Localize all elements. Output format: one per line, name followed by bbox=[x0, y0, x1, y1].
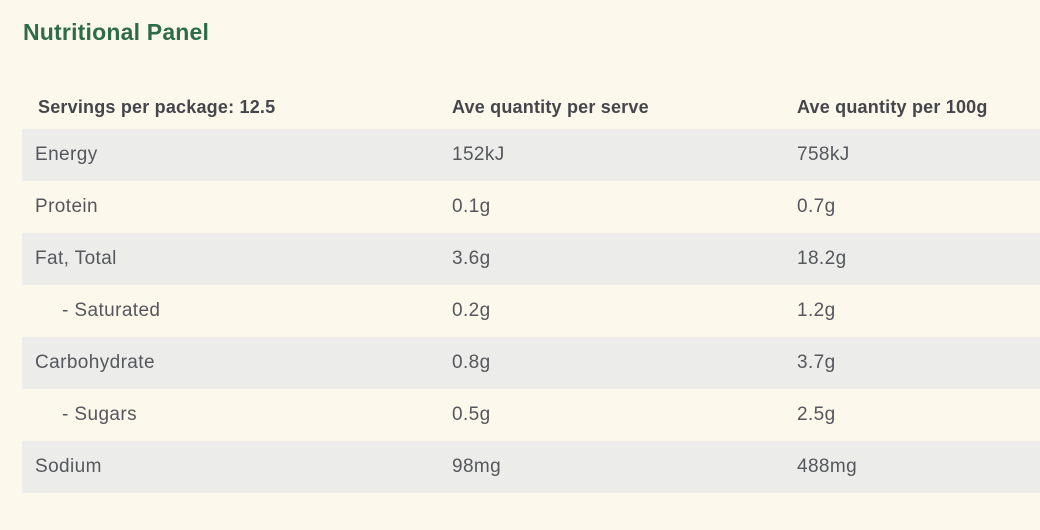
nutrient-label: Energy bbox=[35, 144, 98, 165]
value-per-serve: 152kJ bbox=[452, 144, 505, 165]
table-row: - Sugars 0.5g 2.5g bbox=[22, 389, 1040, 441]
value-per-100g: 2.5g bbox=[797, 404, 836, 425]
nutrient-label: - Saturated bbox=[62, 300, 161, 321]
nutrient-label: - Sugars bbox=[62, 404, 138, 425]
value-per-serve: 0.8g bbox=[452, 352, 491, 373]
table-row: - Saturated 0.2g 1.2g bbox=[22, 285, 1040, 337]
nutrient-label: Fat, Total bbox=[35, 248, 117, 269]
value-per-serve: 0.5g bbox=[452, 404, 491, 425]
nutrient-label: Carbohydrate bbox=[35, 352, 155, 373]
value-per-100g: 3.7g bbox=[797, 352, 836, 373]
value-per-serve: 0.2g bbox=[452, 300, 491, 321]
table-rows: Energy 152kJ 758kJ Protein 0.1g 0.7g Fat, Tota… bbox=[0, 129, 1040, 493]
value-per-100g: 18.2g bbox=[797, 248, 847, 269]
header-servings-per-package: Servings per package: 12.5 bbox=[38, 97, 276, 117]
header-ave-quantity-per-100g: Ave quantity per 100g bbox=[797, 97, 988, 117]
table-row: Carbohydrate 0.8g 3.7g bbox=[22, 337, 1040, 389]
value-per-serve: 0.1g bbox=[452, 196, 491, 217]
table-row: Sodium 98mg 488mg bbox=[22, 441, 1040, 493]
table-header-row: Servings per package: 12.5 Ave quantity … bbox=[22, 86, 1040, 129]
value-per-100g: 1.2g bbox=[797, 300, 836, 321]
nutrient-label: Sodium bbox=[35, 456, 102, 477]
value-per-100g: 488mg bbox=[797, 456, 858, 477]
table-row: Energy 152kJ 758kJ bbox=[22, 129, 1040, 181]
page-title: Nutritional Panel bbox=[23, 19, 210, 45]
value-per-serve: 3.6g bbox=[452, 248, 491, 269]
table-row: Protein 0.1g 0.7g bbox=[22, 181, 1040, 233]
value-per-serve: 98mg bbox=[452, 456, 502, 477]
nutrient-label: Protein bbox=[35, 196, 99, 217]
value-per-100g: 0.7g bbox=[797, 196, 836, 217]
header-ave-quantity-per-serve: Ave quantity per serve bbox=[452, 97, 649, 117]
value-per-100g: 758kJ bbox=[797, 144, 850, 165]
nutrition-table: Servings per package: 12.5 Ave quantity … bbox=[0, 86, 1040, 493]
table-row: Fat, Total 3.6g 18.2g bbox=[22, 233, 1040, 285]
